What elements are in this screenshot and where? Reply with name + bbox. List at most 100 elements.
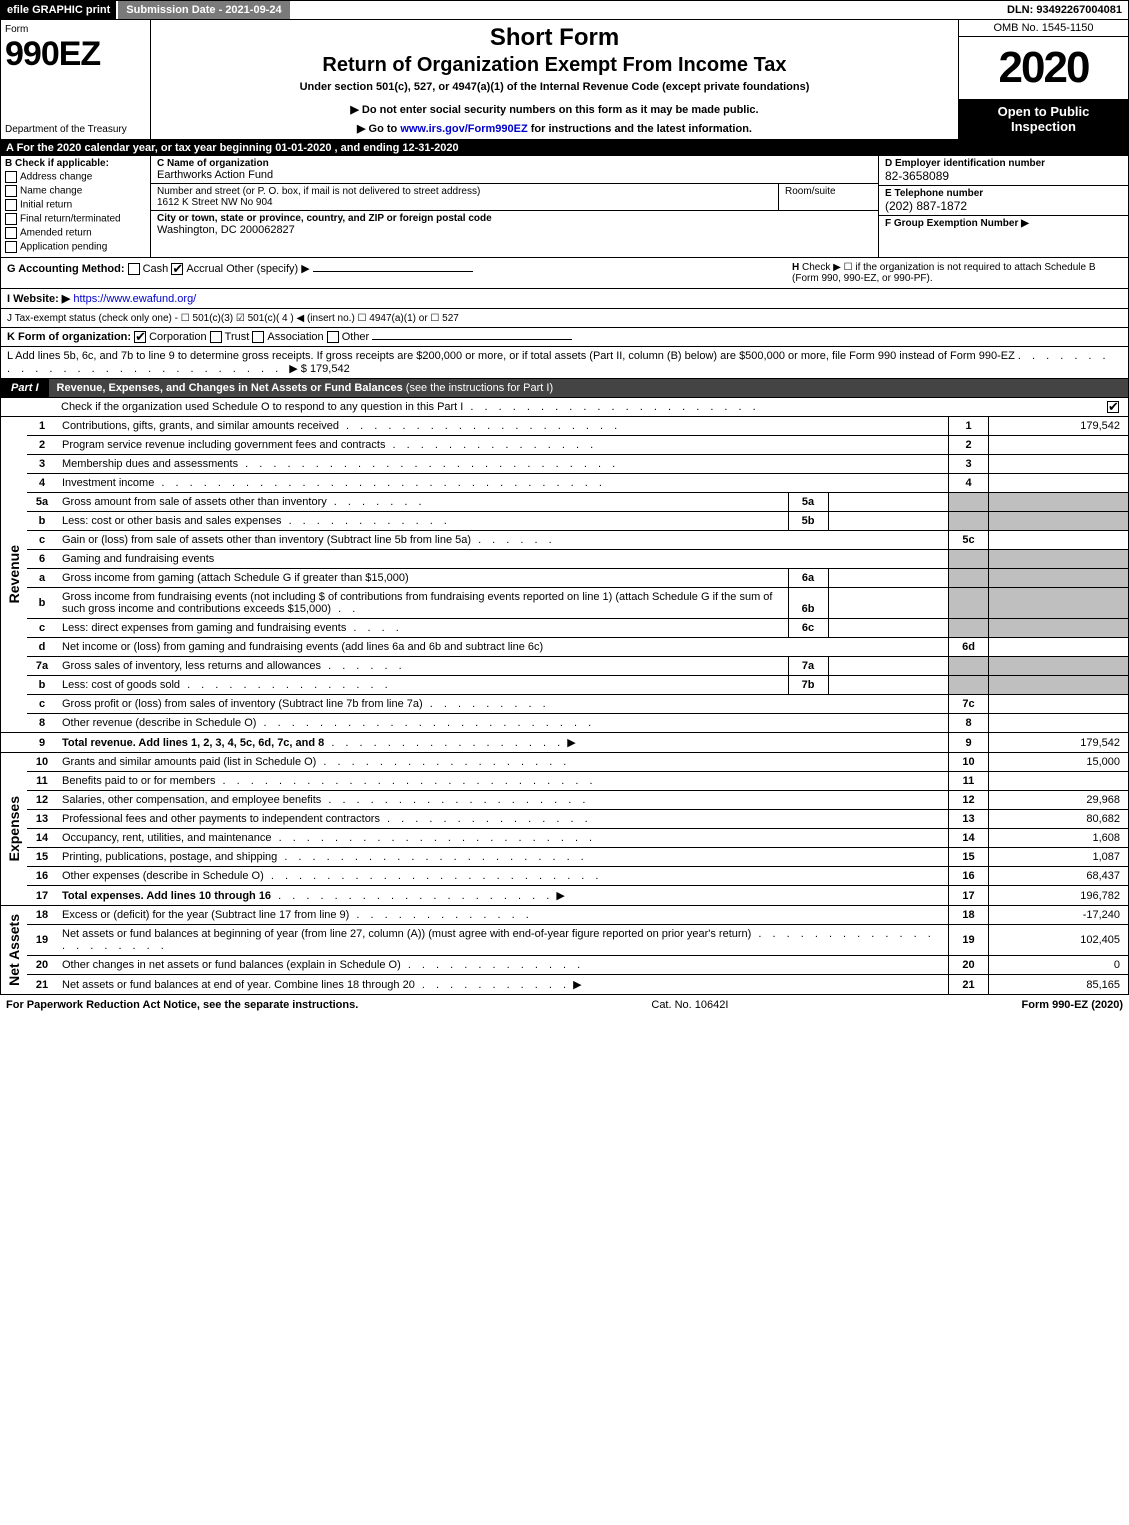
part-i-tag: Part I <box>1 379 49 397</box>
row-k: K Form of organization: Corporation Trus… <box>0 328 1129 347</box>
line-5a: 5a Gross amount from sale of assets othe… <box>1 493 1129 512</box>
line-16: 16 Other expenses (describe in Schedule … <box>1 867 1129 886</box>
row-a-tax-year: A For the 2020 calendar year, or tax yea… <box>0 140 1129 156</box>
h-text: Check ▶ ☐ if the organization is not req… <box>792 262 1096 284</box>
open-inspection: Open to Public Inspection <box>959 100 1128 139</box>
submission-date: Submission Date - 2021-09-24 <box>116 1 289 19</box>
line-5b: b Less: cost or other basis and sales ex… <box>1 512 1129 531</box>
org-city: Washington, DC 200062827 <box>157 224 872 236</box>
chk-corporation[interactable] <box>134 331 146 343</box>
chk-trust[interactable] <box>210 331 222 343</box>
line-11: 11 Benefits paid to or for members . . .… <box>1 772 1129 791</box>
val-6d <box>989 638 1129 657</box>
line-13: 13 Professional fees and other payments … <box>1 810 1129 829</box>
k-label: K Form of organization: <box>7 331 131 343</box>
omb-number: OMB No. 1545-1150 <box>959 20 1128 37</box>
line-21: 21 Net assets or fund balances at end of… <box>1 975 1129 995</box>
row-j: J Tax-exempt status (check only one) - ☐… <box>0 309 1129 328</box>
line-6c: c Less: direct expenses from gaming and … <box>1 619 1129 638</box>
val-16: 68,437 <box>989 867 1129 886</box>
org-info-block: B Check if applicable: Address change Na… <box>0 156 1129 258</box>
val-17: 196,782 <box>989 886 1129 906</box>
website-link[interactable]: https://www.ewafund.org/ <box>73 293 196 305</box>
val-19: 102,405 <box>989 925 1129 956</box>
org-address: 1612 K Street NW No 904 <box>157 197 772 208</box>
department: Department of the Treasury <box>5 124 146 135</box>
efile-label: efile GRAPHIC print <box>1 1 116 19</box>
val-1: 179,542 <box>989 417 1129 436</box>
revenue-label: Revenue <box>6 545 22 603</box>
top-bar: efile GRAPHIC print Submission Date - 20… <box>0 0 1129 20</box>
label-addr: Number and street (or P. O. box, if mail… <box>157 186 772 197</box>
line-7b: b Less: cost of goods sold . . . . . . .… <box>1 676 1129 695</box>
footer-mid: Cat. No. 10642I <box>651 999 728 1011</box>
l-text: L Add lines 5b, 6c, and 7b to line 9 to … <box>7 350 1015 362</box>
part-i-header: Part I Revenue, Expenses, and Changes in… <box>0 379 1129 398</box>
section-b-title: B Check if applicable: <box>5 158 146 169</box>
chk-initial-return[interactable]: Initial return <box>5 199 146 211</box>
line-3: 3 Membership dues and assessments . . . … <box>1 455 1129 474</box>
h-label: H <box>792 262 799 273</box>
return-title: Return of Organization Exempt From Incom… <box>157 54 952 77</box>
chk-cash[interactable] <box>128 263 140 275</box>
section-def: D Employer identification number 82-3658… <box>878 156 1128 257</box>
website-instruction: ▶ Go to www.irs.gov/Form990EZ for instru… <box>157 122 952 135</box>
row-gh: G Accounting Method: Cash Accrual Other … <box>0 258 1129 289</box>
val-8 <box>989 714 1129 733</box>
line-7c: c Gross profit or (loss) from sales of i… <box>1 695 1129 714</box>
short-form-title: Short Form <box>157 24 952 52</box>
val-4 <box>989 474 1129 493</box>
label-city: City or town, state or province, country… <box>157 213 872 224</box>
val-5c <box>989 531 1129 550</box>
line-1: Revenue 1 Contributions, gifts, grants, … <box>1 417 1129 436</box>
section-c: C Name of organization Earthworks Action… <box>151 156 878 257</box>
chk-final-return[interactable]: Final return/terminated <box>5 213 146 225</box>
line-6d: d Net income or (loss) from gaming and f… <box>1 638 1129 657</box>
line-19: 19 Net assets or fund balances at beginn… <box>1 925 1129 956</box>
val-2 <box>989 436 1129 455</box>
under-section: Under section 501(c), 527, or 4947(a)(1)… <box>157 81 952 93</box>
chk-other[interactable] <box>327 331 339 343</box>
val-7c <box>989 695 1129 714</box>
val-21: 85,165 <box>989 975 1129 995</box>
line-4: 4 Investment income . . . . . . . . . . … <box>1 474 1129 493</box>
chk-address-change[interactable]: Address change <box>5 171 146 183</box>
chk-schedule-o[interactable] <box>1107 401 1119 413</box>
line-7a: 7a Gross sales of inventory, less return… <box>1 657 1129 676</box>
label-e: E Telephone number <box>885 188 1122 199</box>
val-9: 179,542 <box>989 733 1129 753</box>
val-13: 80,682 <box>989 810 1129 829</box>
val-20: 0 <box>989 956 1129 975</box>
footer-right: Form 990-EZ (2020) <box>1022 999 1123 1011</box>
val-14: 1,608 <box>989 829 1129 848</box>
chk-amended-return[interactable]: Amended return <box>5 227 146 239</box>
org-name: Earthworks Action Fund <box>157 169 872 181</box>
line-14: 14 Occupancy, rent, utilities, and maint… <box>1 829 1129 848</box>
g-label: G Accounting Method: <box>7 263 125 275</box>
form-word: Form <box>5 24 146 35</box>
val-12: 29,968 <box>989 791 1129 810</box>
ein: 82-3658089 <box>885 169 1122 183</box>
chk-name-change[interactable]: Name change <box>5 185 146 197</box>
irs-link[interactable]: www.irs.gov/Form990EZ <box>400 123 527 135</box>
row-i: I Website: ▶ https://www.ewafund.org/ <box>0 289 1129 309</box>
line-5c: c Gain or (loss) from sale of assets oth… <box>1 531 1129 550</box>
part-i-sub: Check if the organization used Schedule … <box>0 398 1129 417</box>
chk-association[interactable] <box>252 331 264 343</box>
j-text: J Tax-exempt status (check only one) - ☐… <box>7 313 459 324</box>
part-i-heading: Revenue, Expenses, and Changes in Net As… <box>57 382 403 394</box>
header-right: OMB No. 1545-1150 2020 Open to Public In… <box>958 20 1128 139</box>
chk-application-pending[interactable]: Application pending <box>5 241 146 253</box>
section-b: B Check if applicable: Address change Na… <box>1 156 151 257</box>
line-18: Net Assets 18 Excess or (deficit) for th… <box>1 906 1129 925</box>
line-9: 9 Total revenue. Add lines 1, 2, 3, 4, 5… <box>1 733 1129 753</box>
ssn-warning: ▶ Do not enter social security numbers o… <box>157 103 952 116</box>
form-number: 990EZ <box>5 35 146 74</box>
val-18: -17,240 <box>989 906 1129 925</box>
label-room: Room/suite <box>785 186 872 197</box>
line-17: 17 Total expenses. Add lines 10 through … <box>1 886 1129 906</box>
line-2: 2 Program service revenue including gove… <box>1 436 1129 455</box>
line-6a: a Gross income from gaming (attach Sched… <box>1 569 1129 588</box>
footer-left: For Paperwork Reduction Act Notice, see … <box>6 999 358 1011</box>
chk-accrual[interactable] <box>171 263 183 275</box>
